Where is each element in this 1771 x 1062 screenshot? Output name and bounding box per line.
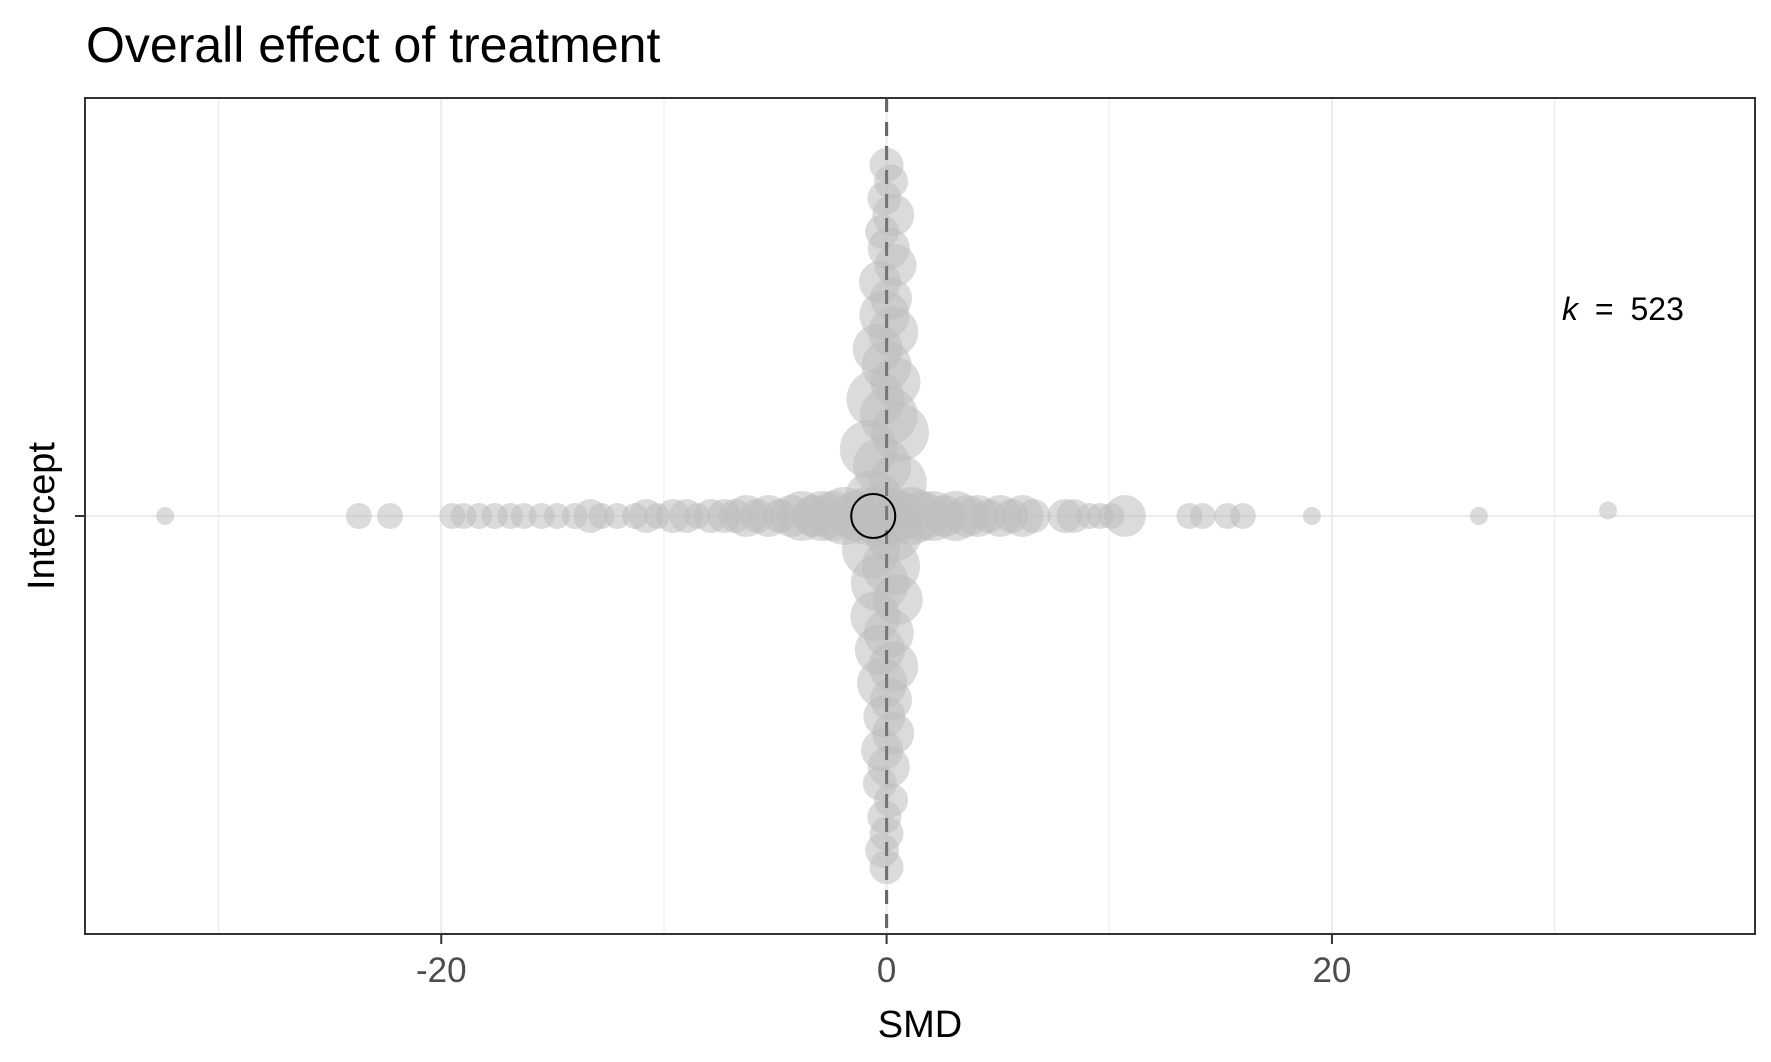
x-axis-title: SMD — [878, 1004, 962, 1046]
y-tick-label: Intercept — [21, 442, 63, 590]
k-symbol: k — [1562, 291, 1580, 327]
data-point — [156, 507, 175, 525]
k-equals: = — [1595, 291, 1614, 327]
k-annotation: k = 523 — [1562, 291, 1684, 327]
data-point — [1302, 507, 1321, 525]
y-axis: Intercept — [21, 442, 85, 590]
data-point — [510, 503, 537, 529]
overall-estimate-marker — [850, 493, 897, 539]
data-point — [1189, 503, 1216, 529]
k-value: 523 — [1630, 291, 1683, 327]
x-tick-label: -20 — [416, 951, 467, 990]
x-tick-label: 20 — [1312, 951, 1351, 990]
estimate-group — [850, 493, 897, 539]
data-point — [544, 503, 571, 529]
data-point — [604, 503, 631, 529]
data-points — [156, 98, 1618, 934]
chart-title: Overall effect of treatment — [86, 17, 660, 73]
data-point — [377, 503, 404, 529]
x-axis: -20 0 20 — [416, 934, 1351, 990]
data-point — [1229, 503, 1256, 529]
data-point — [1103, 495, 1146, 537]
data-point — [1469, 507, 1488, 525]
x-tick-label: 0 — [877, 951, 896, 990]
data-point — [1016, 499, 1051, 533]
data-point — [345, 503, 372, 529]
data-point — [1599, 501, 1618, 520]
